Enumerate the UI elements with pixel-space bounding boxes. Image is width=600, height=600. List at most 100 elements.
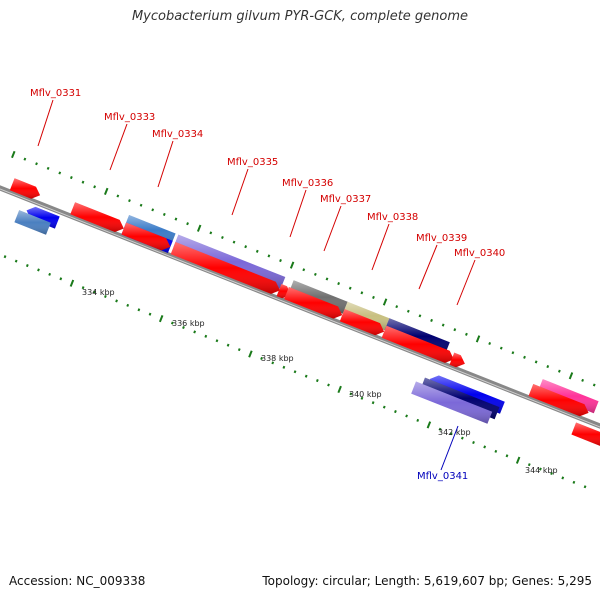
gene-label[interactable]: Mflv_0337 (320, 194, 371, 205)
gene-feature[interactable] (284, 287, 343, 319)
gene-label[interactable]: Mflv_0331 (30, 88, 81, 99)
gene-label[interactable]: Mflv_0338 (367, 212, 418, 223)
page-title: Mycobacterium gilvum PYR-GCK, complete g… (131, 9, 469, 24)
gene-leader-line (371, 223, 390, 271)
minor-tick (394, 410, 397, 414)
minor-tick (488, 341, 492, 346)
gene-label[interactable]: Mflv_0340 (454, 248, 505, 259)
major-tick (382, 298, 388, 306)
gene-leader-line (418, 244, 438, 290)
minor-tick (193, 330, 197, 334)
minor-tick (48, 272, 52, 276)
minor-tick (505, 454, 509, 458)
minor-tick (460, 436, 464, 440)
gene-leader-line (289, 189, 307, 238)
major-tick (568, 372, 574, 380)
topology-text: Topology: circular; Length: 5,619,607 bp… (262, 574, 592, 588)
minor-tick (23, 157, 27, 161)
minor-tick (137, 308, 141, 312)
minor-tick (162, 212, 166, 216)
gene-label[interactable]: Mflv_0334 (152, 129, 203, 140)
minor-tick (186, 222, 189, 226)
minor-tick (539, 467, 542, 471)
gene-feature[interactable] (26, 206, 60, 229)
minor-tick (511, 351, 515, 355)
minor-tick (395, 305, 399, 309)
major-tick (515, 456, 521, 464)
minor-tick (92, 290, 96, 294)
gene-label[interactable]: Mflv_0341 (417, 471, 468, 482)
minor-tick (126, 303, 130, 307)
minor-tick (449, 432, 453, 436)
gene-feature[interactable] (528, 384, 589, 417)
minor-tick (499, 346, 503, 350)
minor-tick (151, 208, 155, 212)
gene-label[interactable]: Mflv_0339 (416, 233, 467, 244)
minor-tick (557, 369, 561, 373)
minor-tick (260, 356, 263, 360)
minor-tick (313, 272, 317, 276)
gene-leader-line (440, 425, 459, 471)
minor-tick (371, 401, 375, 405)
major-tick (289, 261, 295, 269)
minor-tick (581, 378, 585, 382)
minor-tick (81, 180, 85, 184)
minor-tick (430, 318, 433, 322)
minor-tick (572, 480, 576, 484)
minor-tick (472, 440, 475, 445)
gene-leader-line (157, 140, 174, 188)
gene-feature[interactable] (9, 178, 41, 199)
minor-tick (405, 414, 408, 418)
minor-tick (209, 231, 213, 235)
minor-tick (483, 445, 487, 449)
minor-tick (360, 396, 364, 400)
major-tick (104, 187, 109, 196)
minor-tick (204, 334, 208, 338)
minor-tick (382, 405, 386, 409)
major-tick (475, 335, 481, 343)
minor-tick (348, 286, 352, 290)
gene-feature[interactable] (449, 352, 465, 368)
minor-tick (302, 268, 306, 272)
minor-tick (293, 370, 297, 374)
tick-label: 334 kbp (82, 288, 115, 297)
minor-tick (104, 294, 107, 299)
gene-label[interactable]: Mflv_0336 (282, 178, 333, 189)
minor-tick (116, 194, 120, 198)
gene-feature[interactable] (170, 242, 280, 294)
minor-tick (453, 328, 457, 332)
minor-tick (327, 383, 330, 387)
minor-tick (25, 264, 29, 268)
gene-feature[interactable] (571, 422, 600, 447)
minor-tick (592, 383, 596, 387)
gene-feature[interactable] (70, 202, 124, 232)
minor-tick (325, 277, 329, 281)
minor-tick (465, 332, 468, 336)
tick-label: 340 kbp (349, 390, 382, 399)
minor-tick (37, 268, 40, 272)
minor-tick (304, 374, 308, 378)
gene-feature[interactable] (14, 210, 51, 235)
minor-tick (170, 321, 174, 325)
minor-tick (561, 476, 565, 480)
gene-feature[interactable] (339, 309, 385, 336)
major-tick (426, 421, 432, 429)
gene-leader-line (37, 99, 54, 147)
gene-label[interactable]: Mflv_0333 (104, 112, 155, 123)
major-tick (196, 224, 202, 232)
minor-tick (244, 245, 248, 249)
minor-tick (81, 286, 85, 290)
gene-label[interactable]: Mflv_0335 (227, 157, 278, 168)
tick-label: 342 kbp (438, 428, 471, 437)
minor-tick (46, 166, 50, 170)
gene-leader-line (323, 205, 342, 252)
minor-tick (494, 449, 498, 453)
minor-tick (418, 314, 422, 318)
gene-feature[interactable] (381, 325, 454, 363)
minor-tick (182, 325, 185, 330)
minor-tick (523, 355, 526, 359)
gene-feature[interactable] (121, 222, 171, 251)
gene-feature[interactable] (411, 381, 493, 424)
minor-tick (349, 392, 353, 396)
